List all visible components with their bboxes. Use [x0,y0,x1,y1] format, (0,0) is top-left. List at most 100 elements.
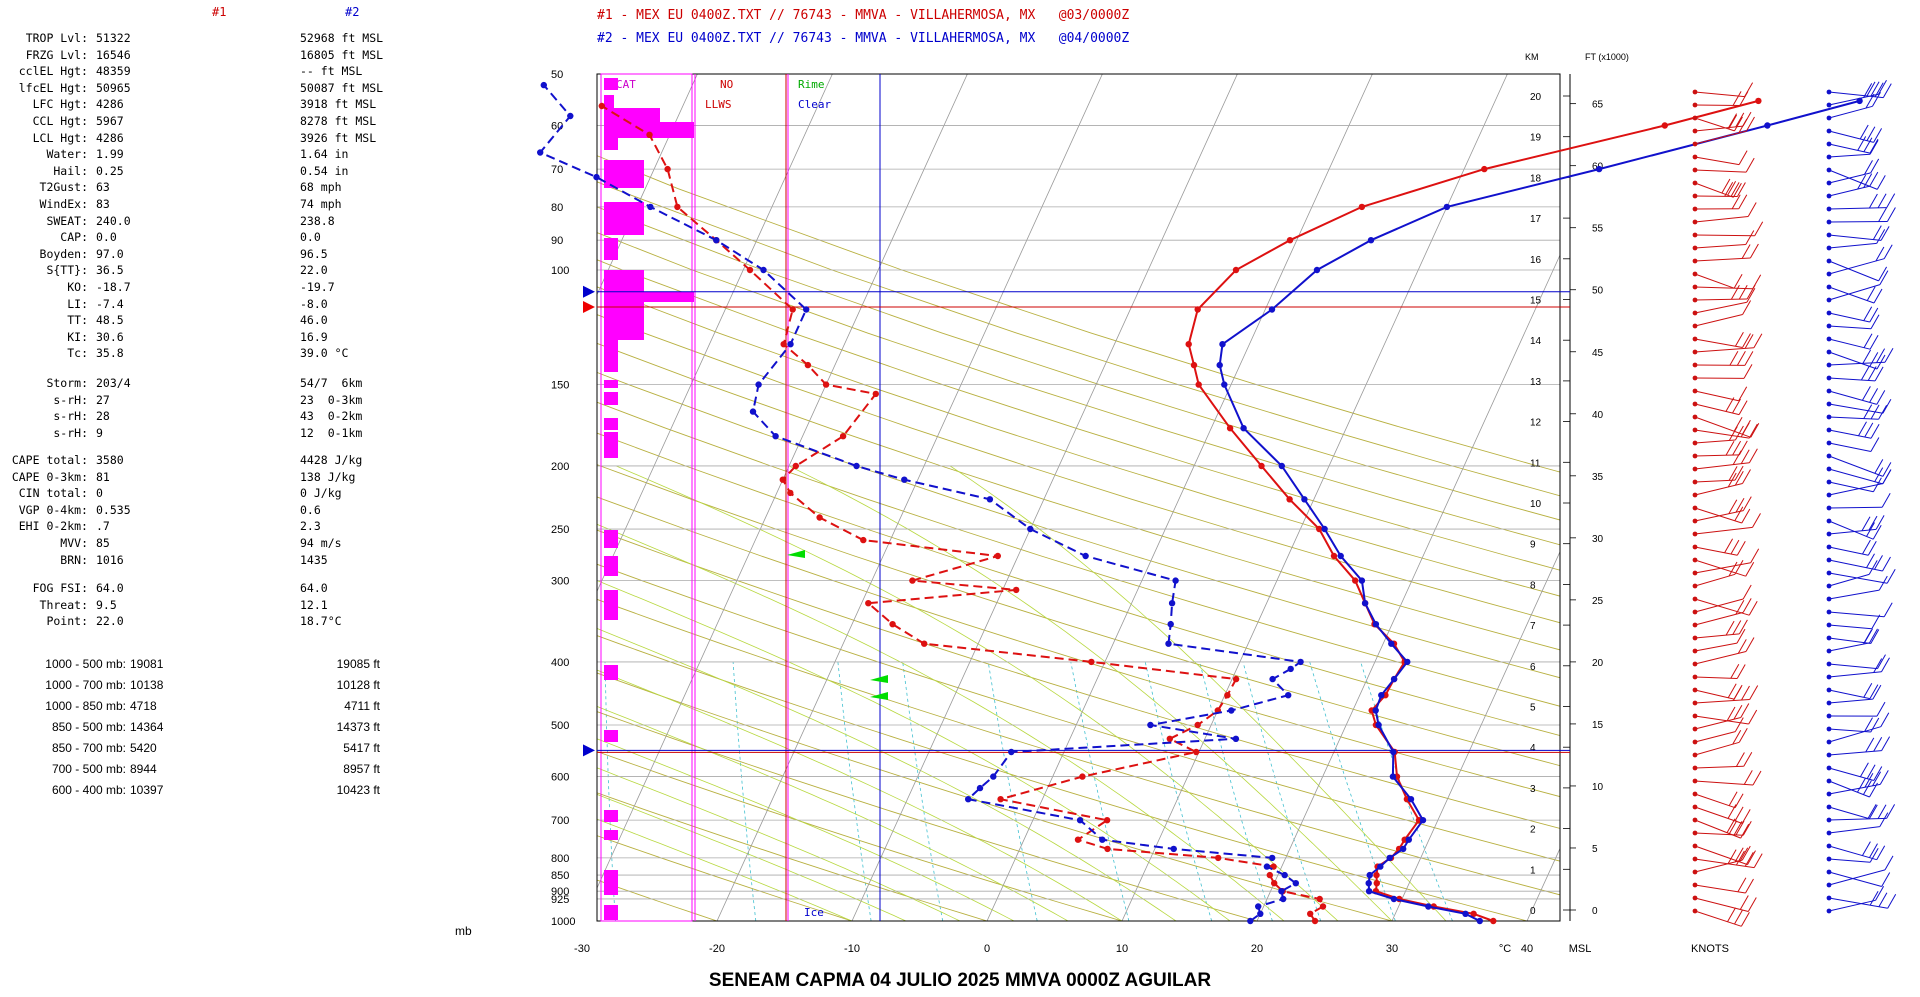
series2-dewpoint-point [1285,692,1292,699]
stat-value-2: 2.3 [300,519,321,534]
series2-dewpoint-point [540,81,547,89]
wind-barbs-2-barb [1828,858,1871,863]
wind-barbs-2-barb [1828,442,1871,452]
wind-barbs-1-barb-flag [1741,508,1751,524]
stat-value-2: 12 0-1km [300,425,363,440]
wind-barbs-2-barb-flag [1864,717,1873,732]
wind-barbs-1-barb-flag [1746,116,1755,132]
series2-temperature-point [1365,880,1372,887]
isotherm [0,74,292,921]
wind-barbs-2-barb-flag [1886,569,1896,584]
series1-temperature-point [1316,525,1323,533]
wind-barbs-1-barb-flag [1733,273,1743,289]
series2-dewpoint-point [1076,817,1084,824]
wind-barbs-2-barb [1828,105,1873,119]
dry-adiabat [597,598,1560,896]
stat-label: 600 - 400 mb: [51,783,126,797]
wind-barbs-1-barb-flag [1742,469,1751,484]
ft-header: FT (x1000) [1585,52,1629,62]
wind-barbs-1-barb-flag [1728,114,1738,130]
wind-barbs-2-barb-flag [1874,366,1884,382]
wind-barbs-2-barb-flag [1866,764,1876,779]
dry-adiabat [597,342,1560,651]
series2-temperature-point [1390,748,1397,756]
series2-dewpoint-point [803,306,810,313]
wind-barbs-2-barb-flag [1861,386,1871,401]
wind-barbs-2-barb-flag [1886,804,1896,819]
stat-value-2: 138 J/kg [300,469,356,484]
wind-barbs-1-barb-flag [1724,538,1734,554]
wind-barbs-2-barb-flag [1873,736,1883,752]
series2-dewpoint-point [990,773,997,780]
wind-barbs-1-barb [1694,234,1755,237]
wind-barbs-2-barb [1828,520,1874,540]
stat-label: TT: [67,313,88,328]
wind-barbs-1-barb-flag [1743,364,1753,379]
llws-label: LLWS [705,98,732,111]
wind-barbs-1-barb-flag [1744,852,1754,867]
stat-label: CAP: [60,230,88,245]
series2-dewpoint-point [755,381,762,388]
wind-barbs-1-barb-flag [1750,548,1760,564]
wind-barbs-2-barb-flag [1869,138,1879,154]
dry-adiabat [597,401,1560,707]
wind-barbs-2-barb-flag [1884,855,1894,871]
wind-barbs-1-barb-flag [1745,230,1755,245]
stat-value-1: 83 [96,197,110,211]
stat-row: 1000 - 700 mb: 10138 10128 ft [0,677,420,693]
wind-barbs-2-barb-flag [1870,423,1880,439]
stat-value-2: 8278 ft MSL [300,114,377,128]
series2-dewpoint-point [713,237,720,244]
wind-barbs-1-barb [1694,546,1738,556]
wind-barbs-2-barb-flag [1869,334,1879,350]
isotherm [1391,550,1560,921]
stat-row: s-rH: 28 43 0-2km [0,408,420,424]
wind-barbs-1-barb-flag [1747,850,1756,865]
wind-barbs-2-barb-flag [1873,128,1883,143]
km-tick-label: 1 [1530,865,1536,876]
dry-adiabat [597,792,988,921]
mixing-ratio-line [837,661,872,921]
series2-temperature-point [1366,871,1373,879]
moist-adiabat [597,738,1015,921]
wind-barbs-1-barb-flag [1737,639,1747,654]
ft-tick-label: 15 [1592,720,1604,731]
wind-barbs-2-barb-flag [1862,629,1872,645]
wind-barbs-2-barb-flag [1870,717,1880,733]
stat-value-2: -8.0 [300,296,328,311]
wind-barbs-1-barb-flag [1752,770,1762,786]
wind-barbs-1-barb-flag [1740,912,1750,927]
wind-barbs-2-barb-flag [1881,657,1890,672]
wind-barbs-1-barb-flag [1741,845,1751,861]
series2-temperature-point [1856,97,1863,105]
wind-barbs-2-barb-flag [1882,469,1892,484]
cat-bar [604,160,644,188]
wind-barbs-1-barb [1694,390,1739,402]
series1-temperature-point [1195,381,1202,388]
dry-adiabat [597,371,1560,679]
wind-barbs-2-barb [1828,221,1888,223]
stat-label: LFC Hgt: [32,97,88,112]
wind-barbs-2-barb-flag [1864,422,1874,438]
dry-adiabat [597,835,853,921]
cat-bar [604,302,644,340]
series1-temperature-point [1373,880,1381,887]
wind-barbs-2-barb [1828,390,1877,405]
series2-temperature-point [1386,854,1393,862]
wind-barbs-1-barb-flag [1734,506,1744,522]
wind-barbs-1-barb-flag [1733,704,1743,720]
wind-barbs-1-barb-flag [1734,847,1744,863]
wind-barbs-2-barb-flag [1879,270,1889,285]
series2-dewpoint-point [1292,880,1300,887]
isotherm [1662,74,1920,921]
km-tick-label: 20 [1530,92,1542,103]
wind-barbs-1-barb-flag [1741,244,1751,259]
isotherm [597,74,968,889]
stat-row: Water: 1.99 1.64 in [0,146,420,162]
wind-barbs-2-barb [1828,671,1882,678]
series2-temperature-point [1301,496,1308,503]
stat-label: CCL Hgt: [32,114,88,128]
isotherm [597,74,833,593]
wind-barbs-2-barb-flag [1868,193,1878,209]
stat-row: LCL Hgt: 4286 3926 ft MSL [0,130,420,146]
